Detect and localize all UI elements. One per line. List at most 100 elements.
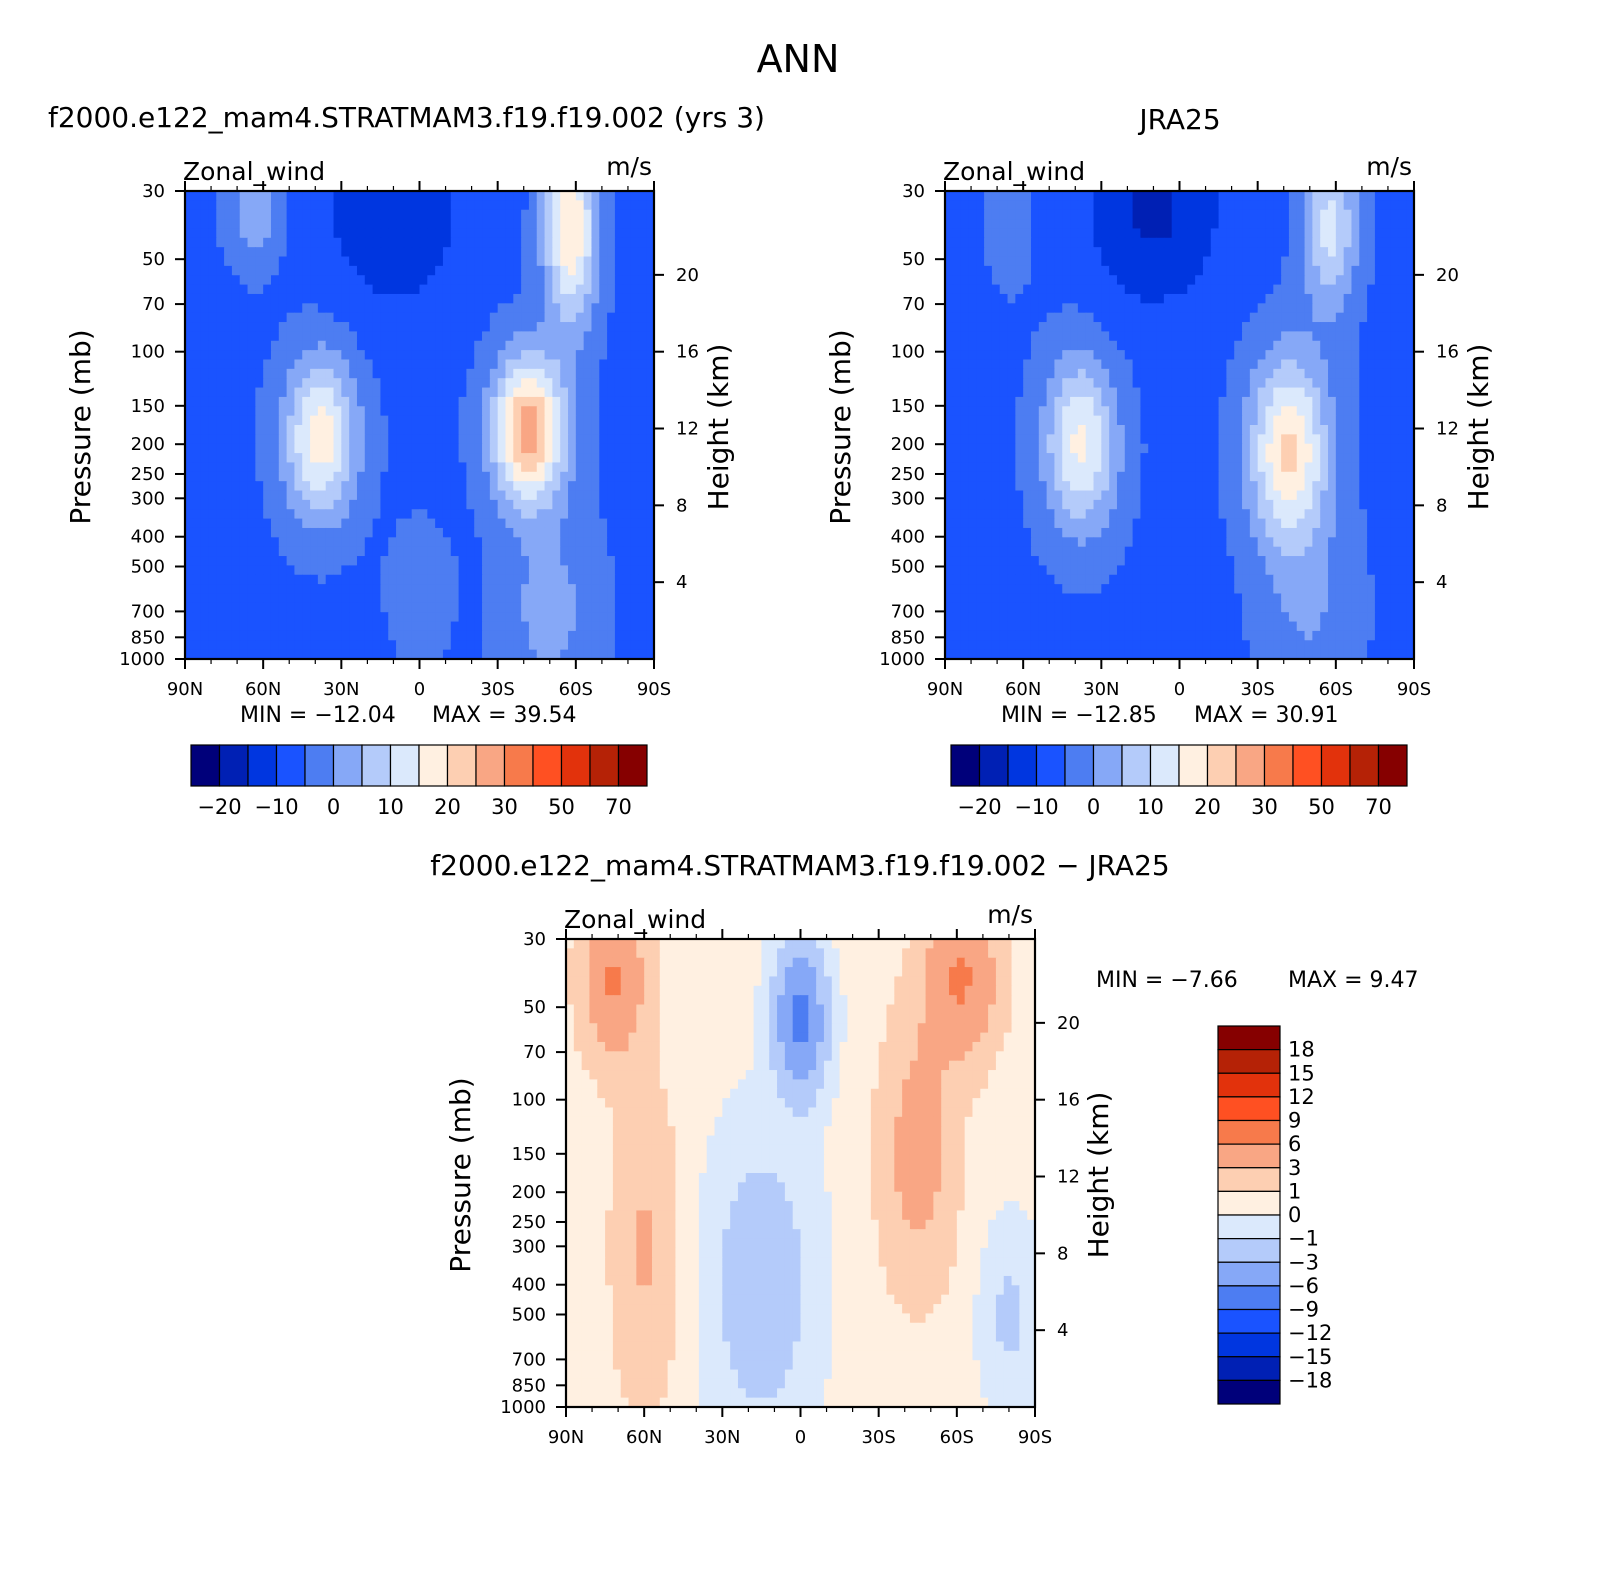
field-cell xyxy=(575,340,585,351)
field-cell xyxy=(466,602,475,613)
field-cell xyxy=(1320,293,1329,304)
field-cell xyxy=(466,434,475,445)
field-cell xyxy=(1288,312,1298,323)
field-cell xyxy=(450,537,460,548)
field-cell xyxy=(1046,453,1056,464)
field-cell xyxy=(185,471,194,482)
field-cell xyxy=(607,565,616,576)
field-cell xyxy=(1218,396,1227,407)
field-cell xyxy=(278,443,288,454)
field-cell xyxy=(544,284,553,295)
field-cell xyxy=(599,340,608,351)
field-cell xyxy=(1328,265,1337,276)
field-cell xyxy=(1054,284,1063,295)
field-cell xyxy=(310,462,319,473)
field-cell xyxy=(380,350,389,361)
field-cell xyxy=(333,228,342,239)
field-cell xyxy=(1335,228,1345,239)
field-cell xyxy=(474,275,483,286)
field-cell xyxy=(1304,368,1313,379)
field-cell xyxy=(1023,275,1032,286)
field-cell xyxy=(231,303,241,314)
field-cell xyxy=(599,471,608,482)
field-cell xyxy=(1343,425,1353,435)
field-cell xyxy=(575,584,585,595)
field-cell xyxy=(372,293,382,304)
field-cell xyxy=(968,443,977,454)
field-cell xyxy=(552,265,561,276)
field-cell xyxy=(591,640,600,651)
field-cell xyxy=(1070,284,1079,295)
field-cell xyxy=(544,415,553,426)
field-cell xyxy=(1273,359,1282,370)
field-cell xyxy=(991,209,1001,220)
field-cell xyxy=(1202,247,1212,258)
field-cell xyxy=(388,443,397,454)
field-cell xyxy=(458,247,467,258)
field-cell xyxy=(607,630,616,641)
field-cell xyxy=(497,649,507,660)
field-cell xyxy=(294,312,303,323)
field-cell xyxy=(286,228,296,239)
field-cell xyxy=(1328,378,1337,389)
field-cell xyxy=(317,191,327,201)
field-cell xyxy=(200,527,210,538)
field-cell xyxy=(1187,219,1196,230)
field-cell xyxy=(349,331,358,342)
field-cell xyxy=(270,612,280,623)
field-cell xyxy=(513,602,522,613)
field-cell xyxy=(1242,209,1251,220)
field-cell xyxy=(646,387,655,398)
field-cell xyxy=(1085,471,1095,482)
field-cell xyxy=(255,368,264,379)
field-cell xyxy=(599,630,608,641)
chart-panel-1: f2000.e122_mam4.STRATMAM3.f19.f19.002 (y… xyxy=(48,101,765,819)
field-cell xyxy=(1195,331,1204,342)
field-cell xyxy=(1007,322,1016,332)
field-cell xyxy=(317,612,327,623)
field-cell xyxy=(302,556,311,566)
field-cell xyxy=(435,425,444,435)
field-cell xyxy=(560,331,569,342)
field-cell xyxy=(216,602,225,613)
field-cell xyxy=(419,275,428,286)
field-cell xyxy=(1398,200,1407,211)
field-cell xyxy=(513,490,522,501)
field-cell xyxy=(1156,406,1165,417)
field-cell xyxy=(560,556,569,566)
field-cell xyxy=(646,621,655,632)
field-cell xyxy=(200,406,210,417)
field-cell xyxy=(489,256,499,267)
field-cell xyxy=(544,481,553,492)
field-cell xyxy=(1234,312,1243,323)
field-cell xyxy=(1195,368,1204,379)
field-cell xyxy=(497,340,507,351)
field-cell xyxy=(239,312,249,323)
field-cell xyxy=(1195,312,1204,323)
field-cell xyxy=(185,415,194,426)
field-cell xyxy=(396,237,405,248)
field-cell xyxy=(411,340,421,351)
field-cell xyxy=(317,331,327,342)
field-cell xyxy=(521,565,530,576)
field-cell xyxy=(1320,462,1329,473)
field-cell xyxy=(435,396,444,407)
field-cell xyxy=(466,462,475,473)
field-cell xyxy=(1085,219,1095,230)
field-cell xyxy=(505,368,514,379)
field-cell xyxy=(583,265,593,276)
field-cell xyxy=(263,200,272,211)
field-cell xyxy=(200,481,210,492)
field-cell xyxy=(1398,368,1407,379)
field-cell xyxy=(1288,303,1298,314)
field-cell xyxy=(364,612,374,623)
field-cell xyxy=(1124,219,1134,230)
field-cell xyxy=(380,191,389,201)
field-cell xyxy=(192,293,202,304)
field-cell xyxy=(560,312,569,323)
field-cell xyxy=(380,387,389,398)
field-cell xyxy=(1296,378,1306,389)
field-cell xyxy=(231,350,241,361)
field-cell xyxy=(1132,378,1142,389)
